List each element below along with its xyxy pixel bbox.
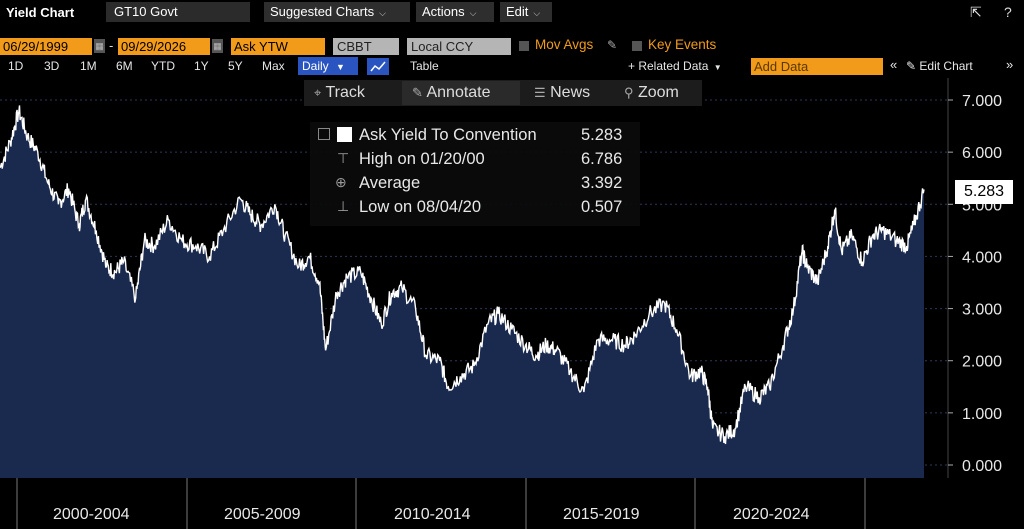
yield-series-line — [0, 105, 925, 445]
legend-series-name: Ask Yield To Convention — [359, 126, 537, 144]
legend-last-value: 5.283 — [581, 126, 623, 144]
x-label-2020-2024: 2020-2024 — [733, 506, 810, 523]
y-tick-label: 1.000 — [962, 406, 1002, 423]
annotate-label: Annotate — [426, 84, 491, 101]
crosshair-icon: ⌖ — [314, 85, 322, 100]
period-1d[interactable]: 1D — [8, 59, 24, 73]
high-marker-icon: ⊤ — [337, 150, 350, 166]
edit-chart-label: Edit Chart — [919, 59, 973, 73]
app-title: Yield Chart — [6, 5, 75, 20]
legend-low-label: Low on 08/04/20 — [359, 198, 482, 216]
average-marker-icon: ⊕ — [335, 174, 347, 190]
calendar-icon[interactable]: ▦ — [212, 39, 223, 53]
period-6m[interactable]: 6M — [116, 59, 133, 73]
track-button[interactable]: ⌖ Track — [314, 84, 365, 102]
related-data-label: + Related Data — [628, 59, 709, 73]
mov-avgs-checkbox[interactable] — [519, 41, 529, 51]
field-selector[interactable]: Ask YTW — [231, 38, 325, 55]
zoom-icon: ⚲ — [624, 85, 634, 100]
news-icon: ☰ — [534, 85, 546, 100]
annotate-button-bg — [402, 81, 520, 105]
triangle-down-icon: ▼ — [713, 63, 722, 72]
x-label-2000-2004: 2000-2004 — [53, 506, 130, 523]
y-tick-label: 2.000 — [962, 354, 1002, 371]
news-label: News — [550, 84, 591, 101]
period-ytd[interactable]: YTD — [151, 59, 175, 73]
annotate-button[interactable]: ✎ Annotate — [412, 84, 491, 102]
pencil-icon[interactable]: ✎ — [607, 38, 618, 52]
edit-chart-button[interactable]: ✎ Edit Chart — [906, 59, 973, 73]
period-1m[interactable]: 1M — [80, 59, 97, 73]
series-color-swatch[interactable] — [337, 127, 352, 142]
collapse-icon[interactable]: « — [890, 57, 898, 72]
track-label: Track — [325, 84, 365, 101]
legend-average-label: Average — [359, 174, 421, 192]
triangle-down-icon: ▼ — [336, 62, 345, 72]
news-button[interactable]: ☰ News — [534, 84, 590, 102]
actions-label: Actions — [422, 4, 465, 19]
edit-label: Edit — [506, 4, 529, 19]
suggested-charts-menu[interactable]: Suggested Charts ⌵ — [264, 2, 410, 22]
period-1y[interactable]: 1Y — [194, 59, 209, 73]
start-date-field[interactable]: 06/29/1999 — [0, 38, 92, 55]
currency-selector[interactable]: Local CCY — [407, 38, 511, 55]
x-axis-band — [0, 478, 1024, 529]
x-label-2015-2019: 2015-2019 — [563, 506, 640, 523]
y-tick-label: 6.000 — [962, 145, 1002, 162]
related-data-button[interactable]: + Related Data ▼ — [628, 59, 722, 73]
legend-collapse-icon[interactable] — [318, 128, 330, 140]
chevron-down-icon: ⌵ — [469, 8, 477, 18]
period-5y[interactable]: 5Y — [228, 59, 243, 73]
calendar-icon[interactable]: ▦ — [94, 39, 105, 53]
x-label-2010-2014: 2010-2014 — [394, 506, 471, 523]
chevron-down-icon: ⌵ — [379, 8, 386, 18]
y-tick-label: 0.000 — [962, 458, 1002, 475]
top-toolbar: Yield Chart GT10 Govt Suggested Charts ⌵ … — [0, 0, 1024, 26]
x-axis-dividers — [16, 478, 866, 529]
key-events-checkbox[interactable] — [632, 41, 642, 51]
end-date-field[interactable]: 09/29/2026 — [118, 38, 210, 55]
chart-legend — [310, 122, 640, 226]
chart-view-button[interactable] — [367, 58, 389, 75]
chevron-down-icon: ⌵ — [533, 8, 541, 18]
edit-menu[interactable]: Edit ⌵ — [500, 2, 552, 22]
zoom-label: Zoom — [637, 84, 679, 101]
y-tick-label: 3.000 — [962, 302, 1002, 319]
actions-menu[interactable]: Actions ⌵ — [416, 2, 494, 22]
line-chart-icon — [370, 61, 386, 72]
last-value-tag: 5.283 — [955, 180, 1013, 204]
source-selector[interactable]: CBBT — [333, 38, 399, 55]
legend-average-value: 3.392 — [581, 174, 623, 192]
help-icon[interactable]: ? — [1004, 4, 1012, 20]
x-label-2005-2009: 2005-2009 — [224, 506, 301, 523]
period-3d[interactable]: 3D — [44, 59, 60, 73]
y-tick-label: 4.000 — [962, 249, 1002, 266]
expand-icon[interactable]: » — [1006, 57, 1014, 72]
mov-avgs-label[interactable]: Mov Avgs — [535, 37, 594, 52]
date-separator: - — [109, 38, 114, 53]
table-view-button[interactable]: Table — [410, 59, 439, 73]
suggested-charts-label: Suggested Charts — [270, 4, 375, 19]
add-data-input[interactable]: Add Data — [751, 58, 883, 75]
frequency-label: Daily — [302, 59, 329, 73]
period-max[interactable]: Max — [262, 59, 285, 73]
key-events-label[interactable]: Key Events — [648, 37, 717, 52]
legend-high-label: High on 01/20/00 — [359, 150, 485, 168]
frequency-dropdown[interactable]: Daily ▼ — [298, 57, 358, 75]
yield-area-fill — [0, 105, 924, 478]
legend-low-value: 0.507 — [581, 198, 623, 216]
pencil-icon: ✎ — [412, 85, 423, 100]
y-tick-label: 7.000 — [962, 93, 1002, 110]
legend-high-value: 6.786 — [581, 150, 623, 168]
pencil-icon: ✎ — [906, 59, 917, 73]
share-icon[interactable]: ⇱ — [970, 4, 982, 20]
zoom-button[interactable]: ⚲ Zoom — [624, 84, 679, 102]
ticker-input[interactable]: GT10 Govt — [106, 2, 250, 22]
low-marker-icon: ⊥ — [337, 198, 350, 214]
